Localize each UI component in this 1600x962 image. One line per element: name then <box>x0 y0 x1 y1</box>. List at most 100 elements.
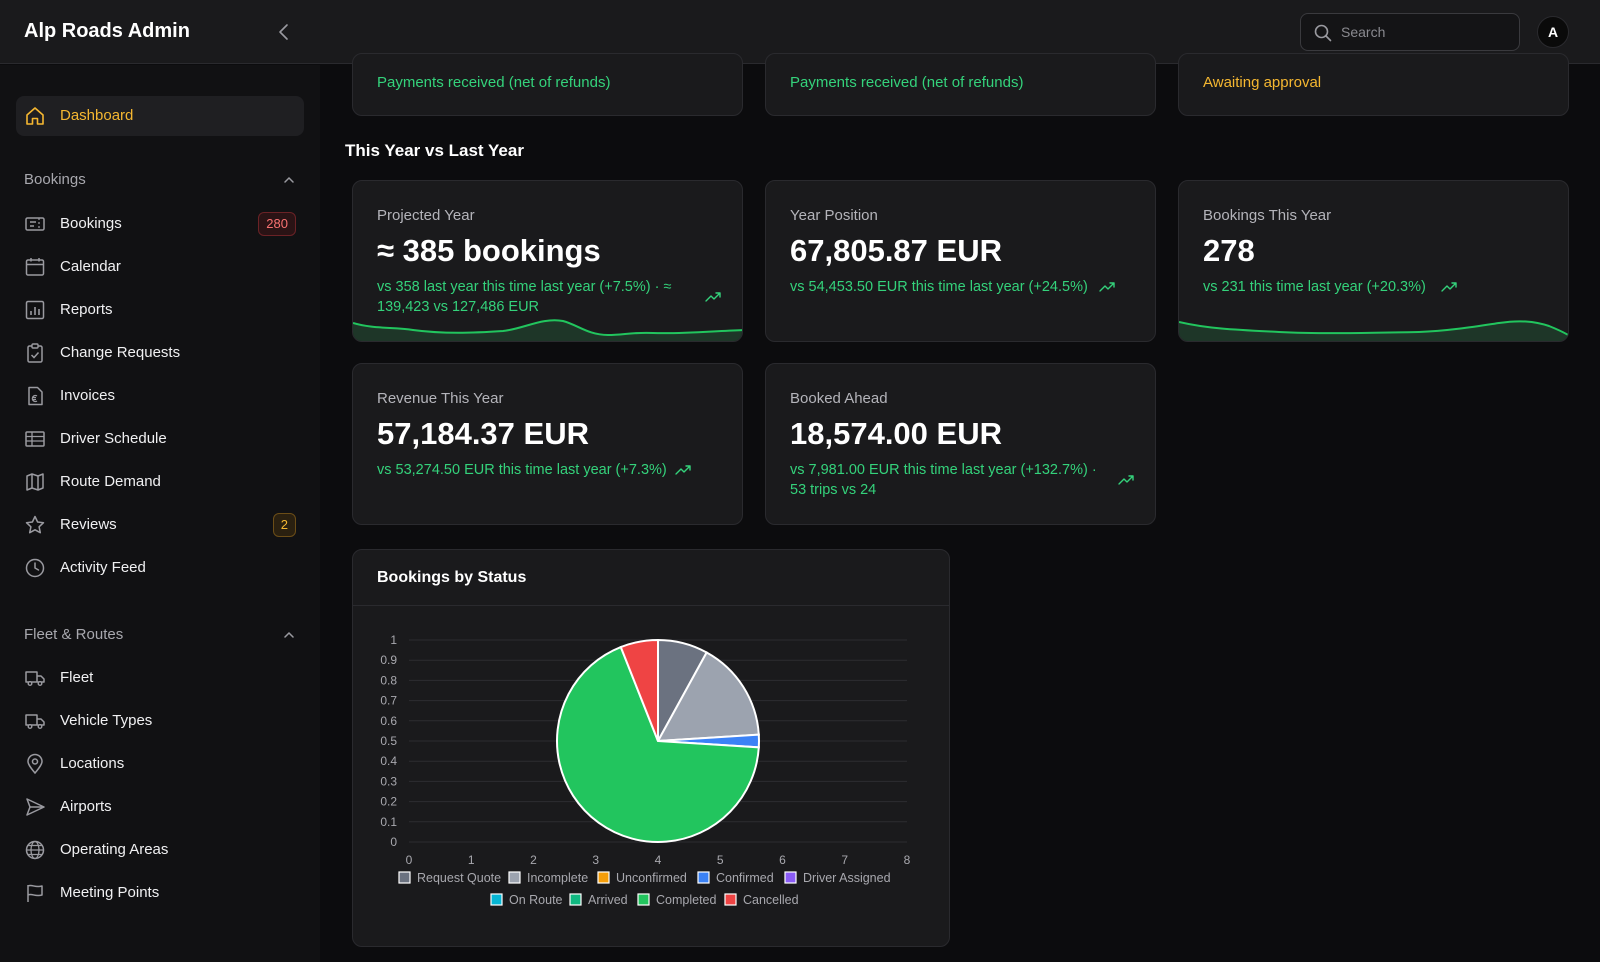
table-icon <box>25 431 45 447</box>
sidebar-item-locations[interactable]: Locations <box>16 744 304 784</box>
truck-icon <box>25 714 45 729</box>
sidebar-item-label: Airports <box>60 798 112 815</box>
calendar-icon <box>25 258 45 276</box>
card-comparison: vs 53,274.50 EUR this time last year (+7… <box>377 460 667 480</box>
legend-label: Driver Assigned <box>803 871 891 885</box>
card-comparison: vs 7,981.00 EUR this time last year (+13… <box>790 460 1097 500</box>
sidebar-item-dashboard[interactable]: Dashboard <box>16 96 304 136</box>
card-comparison: vs 358 last year this time last year (+7… <box>377 277 671 317</box>
reviews-count-badge: 2 <box>272 513 296 537</box>
sidebar-item-change-requests[interactable]: Change Requests <box>16 333 304 373</box>
map-pin-icon <box>27 753 43 775</box>
sidebar-item-airports[interactable]: Airports <box>16 787 304 827</box>
sidebar-item-route-demand[interactable]: Route Demand <box>16 462 304 502</box>
sidebar-item-bookings[interactable]: Bookings 280 <box>16 204 304 244</box>
y-tick-label: 0 <box>390 835 397 849</box>
payments-card-1: Payments received (net of refunds) <box>352 53 743 116</box>
x-tick-label: 3 <box>592 853 599 867</box>
sidebar-item-label: Vehicle Types <box>60 712 153 729</box>
avatar[interactable]: A <box>1537 16 1569 48</box>
sidebar-item-operating-areas[interactable]: Operating Areas <box>16 830 304 870</box>
sidebar-item-driver-schedule[interactable]: Driver Schedule <box>16 419 304 459</box>
app-title: Alp Roads Admin <box>24 20 190 42</box>
pie-slice <box>619 638 659 742</box>
sidebar-item-label: Reports <box>60 301 113 318</box>
search-input[interactable] <box>1341 22 1511 42</box>
legend-label: On Route <box>509 893 563 907</box>
sidebar-item-activity-feed[interactable]: Activity Feed <box>16 548 304 588</box>
map-icon <box>26 473 44 491</box>
trending-up-icon <box>1441 282 1457 292</box>
clock-icon <box>25 558 45 578</box>
projected-year-card: Projected Year ≈ 385 bookings vs 358 las… <box>352 180 743 342</box>
card-title: Booked Ahead <box>790 390 888 407</box>
revenue-this-year-card: Revenue This Year 57,184.37 EUR vs 53,27… <box>352 363 743 525</box>
sidebar-item-label: Fleet <box>60 669 94 686</box>
sidebar-item-calendar[interactable]: Calendar <box>16 247 304 287</box>
x-tick-label: 4 <box>655 853 662 867</box>
section-header-label: Fleet & Routes <box>24 626 124 643</box>
trending-up-icon <box>1118 475 1134 485</box>
sidebar-item-label: Meeting Points <box>60 884 160 901</box>
section-header-fleet-routes[interactable]: Fleet & Routes <box>24 626 296 648</box>
y-tick-label: 0.7 <box>380 694 397 708</box>
bookings-this-year-card: Bookings This Year 278 vs 231 this time … <box>1178 180 1569 342</box>
card-note: Payments received (net of refunds) <box>377 74 611 91</box>
x-tick-label: 7 <box>841 853 848 867</box>
sidebar-item-label: Bookings <box>60 215 122 232</box>
sidebar-item-label: Route Demand <box>60 473 161 490</box>
y-tick-label: 0.2 <box>380 795 397 809</box>
section-title: This Year vs Last Year <box>345 141 524 160</box>
collapse-sidebar-button[interactable] <box>274 20 294 44</box>
sidebar-item-label: Dashboard <box>60 107 134 124</box>
sidebar-item-label: Reviews <box>60 516 117 533</box>
sparkline <box>353 319 742 341</box>
pie-slice <box>656 651 760 743</box>
invoice-euro-icon <box>28 386 43 406</box>
star-icon <box>25 515 45 534</box>
sidebar-item-reports[interactable]: Reports <box>16 290 304 330</box>
chevron-up-icon <box>284 176 294 183</box>
sidebar-item-vehicle-types[interactable]: Vehicle Types <box>16 701 304 741</box>
y-tick-label: 0.3 <box>380 774 397 788</box>
pie-chart: 0 0.1 0.2 0.3 0.4 0.5 0.6 0.7 0.8 0.9 1 0 1 2 3 4 5 6 7 8 Re… <box>380 633 910 907</box>
card-value: 67,805.87 EUR <box>790 233 1002 268</box>
sidebar-item-label: Operating Areas <box>60 841 169 858</box>
legend-label: Request Quote <box>417 871 501 885</box>
legend-swatch <box>508 871 521 884</box>
sidebar: Dashboard Bookings Bookings 280 Calendar… <box>0 65 320 962</box>
y-tick-label: 0.4 <box>380 754 397 768</box>
card-value: 18,574.00 EUR <box>790 416 1002 451</box>
approval-card: Awaiting approval <box>1178 53 1569 116</box>
card-comparison: vs 54,453.50 EUR this time last year (+2… <box>790 277 1088 297</box>
chart-header: Bookings by Status <box>353 550 949 606</box>
x-tick-label: 0 <box>406 853 413 867</box>
clipboard-check-icon <box>27 343 43 363</box>
y-tick-label: 0.6 <box>380 714 397 728</box>
comparison-line-1: vs 7,981.00 EUR this time last year (+13… <box>790 462 1097 478</box>
sidebar-item-label: Driver Schedule <box>60 430 167 447</box>
sidebar-item-meeting-points[interactable]: Meeting Points <box>16 873 304 913</box>
legend-label: Completed <box>656 893 716 907</box>
legend-swatch <box>724 893 737 906</box>
sidebar-item-label: Invoices <box>60 387 116 404</box>
card-value: 57,184.37 EUR <box>377 416 589 451</box>
booked-ahead-card: Booked Ahead 18,574.00 EUR vs 7,981.00 E… <box>765 363 1156 525</box>
legend-swatch <box>637 893 650 906</box>
legend-swatch <box>697 871 710 884</box>
sidebar-item-reviews[interactable]: Reviews 2 <box>16 505 304 545</box>
comparison-line-1: vs 358 last year this time last year (+7… <box>377 279 672 295</box>
x-tick-label: 1 <box>468 853 475 867</box>
section-header-bookings[interactable]: Bookings <box>24 171 296 193</box>
card-title: Year Position <box>790 207 878 224</box>
sidebar-item-fleet[interactable]: Fleet <box>16 658 304 698</box>
comparison-line-2: 53 trips vs 24 <box>790 482 877 498</box>
search-box[interactable] <box>1300 13 1520 51</box>
sidebar-item-invoices[interactable]: Invoices <box>16 376 304 416</box>
comparison-line-1: vs 53,274.50 EUR this time last year (+7… <box>377 462 667 478</box>
x-tick-label: 5 <box>717 853 724 867</box>
trending-up-icon <box>1099 282 1115 292</box>
y-tick-label: 0.9 <box>380 653 397 667</box>
y-tick-label: 0.8 <box>380 673 397 687</box>
chevron-up-icon <box>284 631 294 638</box>
